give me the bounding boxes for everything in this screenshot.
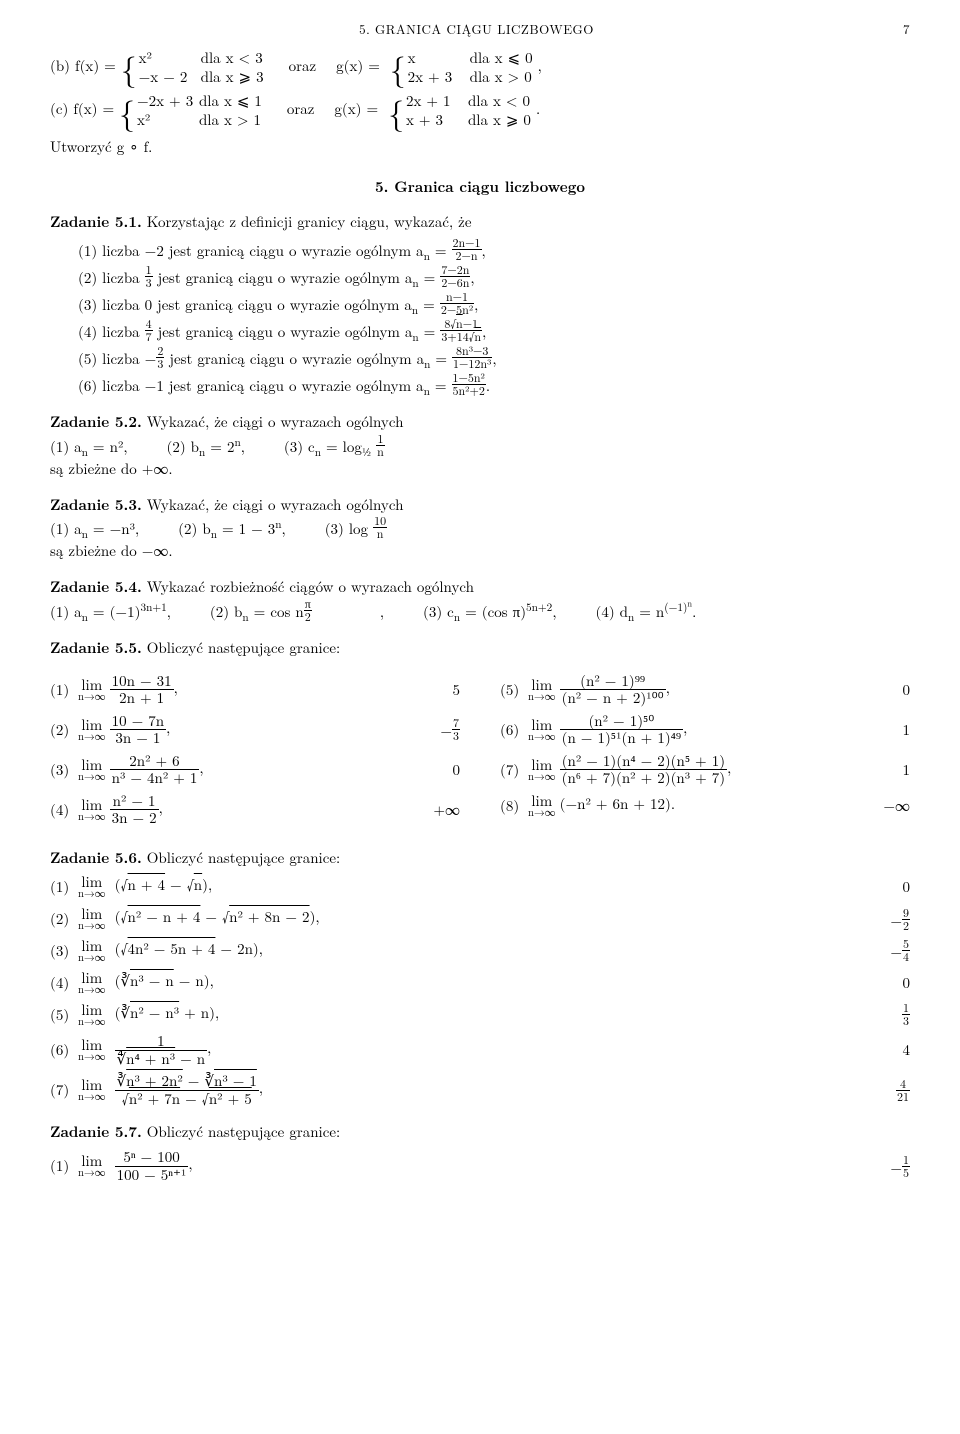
zadanie-5-6: Zadanie 5.6. Obliczyć następujące granic…: [50, 847, 910, 1108]
z57-item-1: (1) limn→∞ 5ⁿ − 100100 − 5ⁿ⁺¹, −15: [50, 1149, 910, 1183]
exercise-b: (b) f(x) = { x²dla x < 3 −x − 2dla x ⩾ 3…: [50, 49, 910, 87]
z55-item: (1)limn→∞10n − 312n + 1,5: [50, 673, 460, 707]
z55-item: (8)limn→∞(−n² + 6n + 12).−∞: [500, 793, 910, 819]
exercise-c: (c) f(x) = { −2x + 3dla x ⩽ 1 x²dla x > …: [50, 92, 910, 130]
running-header: 5. GRANICA CIĄGU LICZBOWEGO 7: [50, 20, 910, 39]
z56-item: (5)limn→∞ (∛n² − n³ + n),13: [50, 1002, 910, 1028]
zadanie-label: Zadanie 5.1.: [50, 211, 142, 232]
chapter-title: 5. GRANICA CIĄGU LICZBOWEGO: [50, 20, 903, 39]
piecewise-c-g: { 2x + 1dla x < 0 x + 3dla x ⩾ 0: [388, 92, 531, 130]
z55-item: (4)limn→∞n² − 13n − 2,+∞: [50, 793, 460, 827]
z55-item: (3)limn→∞2n² + 6n³ − 4n² + 1,0: [50, 753, 460, 787]
z56-item: (4)limn→∞ (∛n³ − n − n),0: [50, 970, 910, 996]
compose-instruction: Utworzyć g ∘ f.: [50, 136, 910, 158]
z56-item: (6)limn→∞ 1∜n⁴ + n³ − n,4: [50, 1033, 910, 1067]
section-title: 5. Granica ciągu liczbowego: [50, 176, 910, 198]
z56-item: (7)limn→∞ ∛n³ + 2n² − ∛n³ − 1√n² + 7n − …: [50, 1073, 910, 1107]
zadanie-5-2: Zadanie 5.2. Wykazać, że ciągi o wyrazac…: [50, 411, 910, 480]
z55-item: (6)limn→∞(n² − 1)⁵⁰(n − 1)⁵¹(n + 1)⁴⁹,1: [500, 713, 910, 747]
zadanie-5-3: Zadanie 5.3. Wykazać, że ciągi o wyrazac…: [50, 494, 910, 563]
z55-item: (7)limn→∞(n² − 1)(n⁴ − 2)(n⁵ + 1)(n⁶ + 7…: [500, 753, 910, 787]
zadanie-5-4: Zadanie 5.4. Wykazać rozbieżność ciągów …: [50, 576, 910, 623]
page-number: 7: [903, 20, 910, 39]
z56-item: (2)limn→∞ (√n² − n + 4 − √n² + 8n − 2),−…: [50, 906, 910, 932]
z55-right-col: (5)limn→∞(n² − 1)⁹⁹(n² − n + 2)¹⁰⁰,0 (6)l…: [500, 667, 910, 833]
piecewise-c-f: { −2x + 3dla x ⩽ 1 x²dla x > 1: [119, 92, 262, 130]
piecewise-b-f: { x²dla x < 3 −x − 2dla x ⩾ 3: [121, 49, 264, 87]
z56-item: (1)limn→∞ (√n + 4 − √n),0: [50, 874, 910, 900]
z55-item: (2)limn→∞10 − 7n3n − 1,−73: [50, 713, 460, 747]
piecewise-b-g: { xdla x ⩽ 0 2x + 3dla x > 0: [390, 49, 533, 87]
zadanie-5-5: Zadanie 5.5. Obliczyć następujące granic…: [50, 637, 910, 833]
z55-item: (5)limn→∞(n² − 1)⁹⁹(n² − n + 2)¹⁰⁰,0: [500, 673, 910, 707]
zadanie-5-1: Zadanie 5.1. Korzystając z definicji gra…: [50, 211, 910, 397]
z55-left-col: (1)limn→∞10n − 312n + 1,5 (2)limn→∞10 − 7…: [50, 667, 460, 833]
zadanie-5-1-items: (1) liczba −2 jest granicą ciągu o wyraz…: [78, 237, 910, 397]
z56-item: (3)limn→∞ (√4n² − 5n + 4 − 2n),−54: [50, 938, 910, 964]
zadanie-5-7: Zadanie 5.7. Obliczyć następujące granic…: [50, 1121, 910, 1183]
